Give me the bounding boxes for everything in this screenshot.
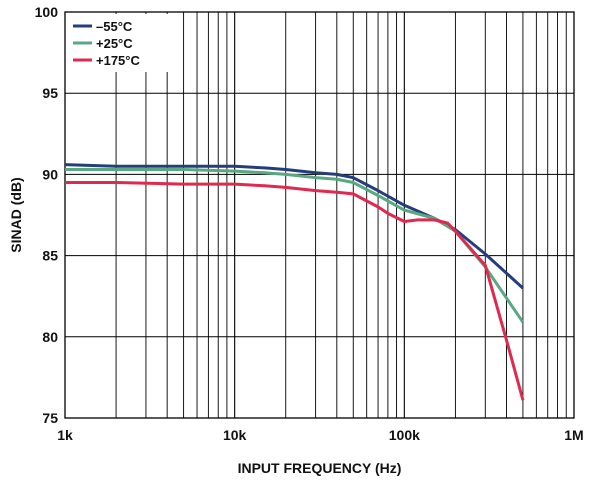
legend-label: +25°C bbox=[96, 36, 133, 51]
plot-frame bbox=[64, 11, 575, 419]
y-tick-label: 100 bbox=[35, 4, 59, 20]
x-tick-label: 1M bbox=[564, 427, 583, 443]
grid bbox=[65, 12, 574, 418]
x-axis-title: INPUT FREQUENCY (Hz) bbox=[238, 460, 402, 476]
series-line-2 bbox=[65, 181, 525, 401]
legend-label: +175°C bbox=[96, 53, 140, 68]
x-tick-label: 10k bbox=[223, 427, 247, 443]
y-tick-label: 90 bbox=[42, 166, 58, 182]
series-lines bbox=[64, 163, 525, 401]
y-tick-label: 80 bbox=[42, 329, 58, 345]
series-line-1 bbox=[65, 168, 525, 324]
x-tick-label: 100k bbox=[389, 427, 420, 443]
y-tick-label: 85 bbox=[42, 248, 58, 264]
x-tick-label: 1k bbox=[57, 427, 73, 443]
legend: –55°C +25°C +175°C bbox=[68, 14, 168, 72]
y-tick-label: 75 bbox=[42, 410, 58, 426]
tick-labels: 1k 10k 100k 1M 75 80 85 90 95 100 bbox=[35, 4, 584, 443]
y-axis-title: SINAD (dB) bbox=[8, 177, 24, 252]
legend-label: –55°C bbox=[96, 19, 133, 34]
y-tick-label: 95 bbox=[42, 85, 58, 101]
